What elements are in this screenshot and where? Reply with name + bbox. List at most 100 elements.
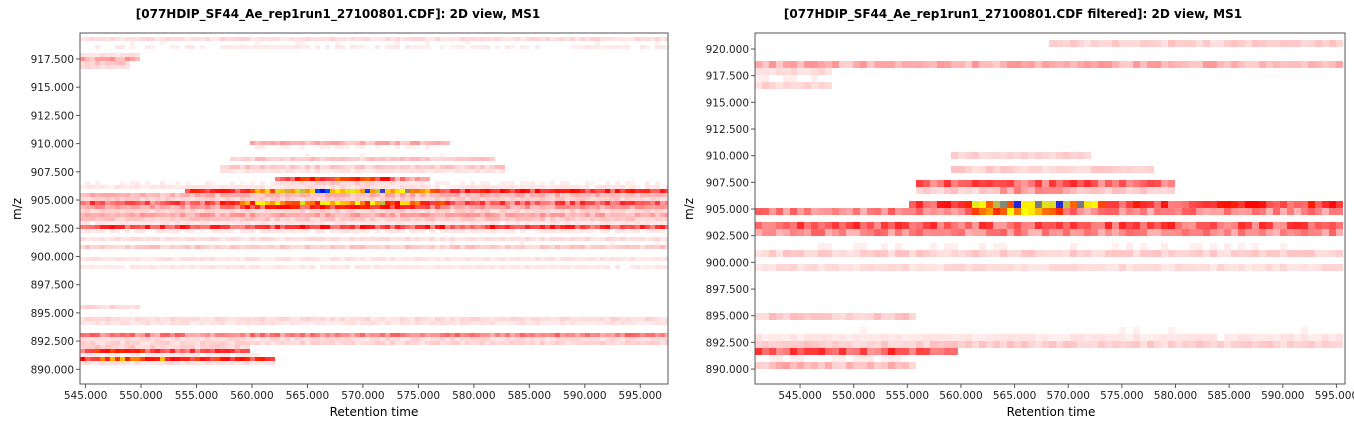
heatmap-cell (485, 245, 490, 249)
heatmap-cell (345, 189, 350, 193)
heatmap-cell (1259, 334, 1266, 341)
heatmap-cell (350, 185, 355, 189)
heatmap-cell (450, 193, 455, 197)
heatmap-cell (635, 265, 640, 269)
heatmap-cell (1028, 166, 1035, 173)
heatmap-cell (630, 185, 635, 189)
heatmap-cell (979, 61, 986, 68)
y-tick-label: 902.500 (31, 223, 74, 235)
heatmap-cell (405, 177, 410, 181)
heatmap-cell (769, 222, 776, 229)
heatmap-cell (490, 333, 495, 337)
heatmap-cell (145, 225, 150, 229)
heatmap-cell (555, 213, 560, 217)
heatmap-cell (435, 205, 440, 209)
heatmap-cell (395, 165, 400, 169)
heatmap-cell (625, 245, 630, 249)
heatmap-cell (660, 257, 665, 261)
heatmap-cell (550, 209, 555, 213)
heatmap-cell (1098, 222, 1105, 229)
heatmap-cell (215, 321, 220, 325)
heatmap-cell (405, 45, 410, 49)
heatmap-cell (625, 317, 630, 321)
heatmap-cell (375, 197, 380, 201)
heatmap-cell (595, 197, 600, 201)
heatmap-cell (335, 193, 340, 197)
heatmap-cell (340, 189, 345, 193)
heatmap-cell (475, 189, 480, 193)
heatmap-cell (500, 245, 505, 249)
heatmap-cell (645, 209, 650, 213)
heatmap-cell (1301, 264, 1308, 271)
heatmap-cell (540, 37, 545, 41)
heatmap-cell (170, 245, 175, 249)
heatmap-cell (125, 197, 130, 201)
heatmap-cell (355, 37, 360, 41)
heatmap-cell (776, 313, 783, 320)
heatmap-cell (993, 61, 1000, 68)
heatmap-cell (560, 265, 565, 269)
heatmap-cell (175, 337, 180, 341)
heatmap-cell (490, 205, 495, 209)
heatmap-cell (105, 221, 110, 225)
heatmap-cell (832, 341, 839, 348)
heatmap-cell (250, 221, 255, 225)
heatmap-cell (80, 349, 85, 353)
heatmap-cell (510, 257, 515, 261)
heatmap-cell (505, 321, 510, 325)
heatmap-cell (1049, 341, 1056, 348)
heatmap-cell (470, 205, 475, 209)
heatmap-cell (160, 185, 165, 189)
heatmap-cell (140, 213, 145, 217)
heatmap-cell (445, 201, 450, 205)
heatmap-cell (1007, 201, 1014, 208)
heatmap-cell (265, 237, 270, 241)
heatmap-cell (265, 141, 270, 145)
heatmap-cell (1070, 222, 1077, 229)
left-plot-frame (79, 32, 669, 385)
heatmap-cell (881, 313, 888, 320)
heatmap-cell (90, 229, 95, 233)
heatmap-cell (660, 333, 665, 337)
heatmap-cell (90, 213, 95, 217)
y-tick-label: 897.500 (31, 280, 74, 292)
heatmap-cell (180, 217, 185, 221)
heatmap-cell (565, 229, 570, 233)
heatmap-cell (235, 185, 240, 189)
heatmap-cell (515, 197, 520, 201)
heatmap-cell (185, 341, 190, 345)
heatmap-cell (909, 222, 916, 229)
heatmap-cell (630, 197, 635, 201)
heatmap-cell (1210, 40, 1217, 47)
heatmap-cell (230, 185, 235, 189)
heatmap-cell (255, 193, 260, 197)
heatmap-cell (881, 243, 888, 250)
heatmap-cell (185, 217, 190, 221)
heatmap-cell (95, 217, 100, 221)
heatmap-cell (370, 217, 375, 221)
heatmap-cell (395, 245, 400, 249)
heatmap-cell (510, 221, 515, 225)
heatmap-cell (255, 197, 260, 201)
heatmap-cell (874, 313, 881, 320)
heatmap-cell (605, 237, 610, 241)
heatmap-cell (225, 201, 230, 205)
heatmap-cell (160, 41, 165, 45)
heatmap-cell (355, 337, 360, 341)
heatmap-cell (846, 250, 853, 257)
heatmap-cell (85, 37, 90, 41)
heatmap-cell (375, 217, 380, 221)
heatmap-cell (650, 193, 655, 197)
heatmap-cell (590, 229, 595, 233)
heatmap-cell (190, 333, 195, 337)
heatmap-cell (300, 225, 305, 229)
heatmap-cell (95, 265, 100, 269)
heatmap-cell (240, 45, 245, 49)
heatmap-cell (85, 321, 90, 325)
heatmap-cell (390, 157, 395, 161)
heatmap-cell (250, 257, 255, 261)
heatmap-cell (450, 241, 455, 245)
heatmap-cell (1203, 229, 1210, 236)
heatmap-cell (475, 321, 480, 325)
heatmap-cell (455, 229, 460, 233)
